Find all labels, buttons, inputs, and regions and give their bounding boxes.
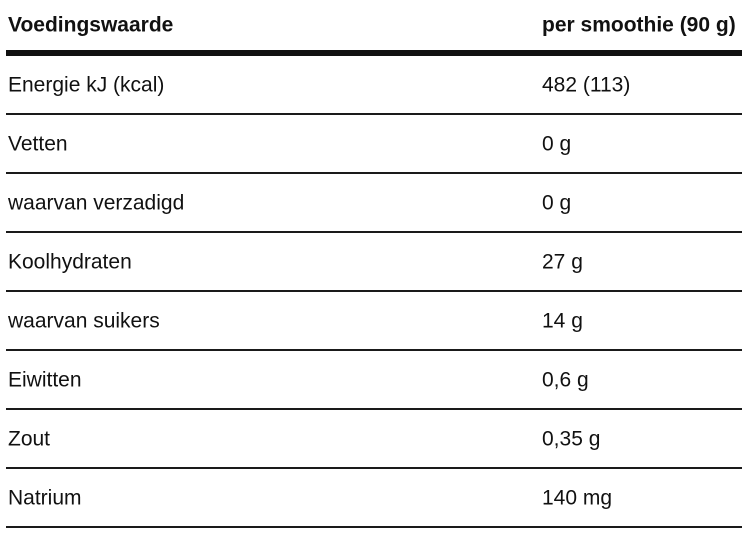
table-row: Energie kJ (kcal) 482 (113) <box>6 56 742 115</box>
table-row: Koolhydraten 27 g <box>6 233 742 292</box>
table-header-row: Voedingswaarde per smoothie (90 g) <box>6 0 742 56</box>
row-label: waarvan verzadigd <box>8 191 185 214</box>
row-value: 0,35 g <box>542 427 601 450</box>
row-value: 482 (113) <box>542 73 631 96</box>
row-value: 0 g <box>542 191 572 214</box>
table-row: waarvan suikers 14 g <box>6 292 742 351</box>
row-label: Vetten <box>8 132 68 155</box>
table-row: Eiwitten 0,6 g <box>6 351 742 410</box>
table-row: Vetten 0 g <box>6 115 742 174</box>
row-label: waarvan suikers <box>8 309 160 332</box>
row-value: 0,6 g <box>542 368 589 391</box>
nutrition-table: Voedingswaarde per smoothie (90 g) Energ… <box>6 0 742 528</box>
table-row: Natrium 140 mg <box>6 469 742 528</box>
header-value: per smoothie (90 g) <box>542 13 736 37</box>
row-value: 14 g <box>542 309 583 332</box>
row-value: 27 g <box>542 250 583 273</box>
row-label: Eiwitten <box>8 368 82 391</box>
table-row: Zout 0,35 g <box>6 410 742 469</box>
row-value: 140 mg <box>542 486 613 509</box>
row-label: Zout <box>8 427 51 450</box>
row-value: 0 g <box>542 132 572 155</box>
row-label: Energie kJ (kcal) <box>8 73 165 96</box>
row-label: Natrium <box>8 486 82 509</box>
row-label: Koolhydraten <box>8 250 132 273</box>
table-row: waarvan verzadigd 0 g <box>6 174 742 233</box>
header-label: Voedingswaarde <box>8 13 174 37</box>
